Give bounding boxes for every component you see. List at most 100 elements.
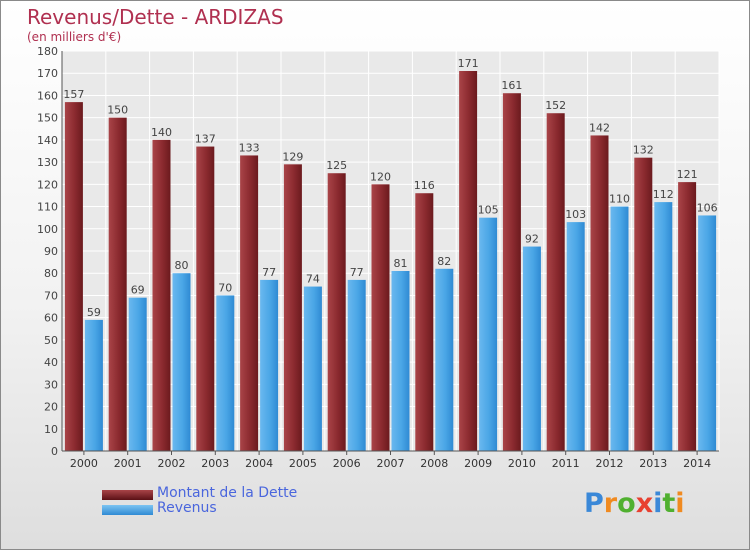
x-tick-label: 2002	[158, 457, 186, 470]
bar-debt-2012	[590, 135, 609, 451]
label-revenue-2013: 112	[653, 188, 674, 201]
bar-revenue-2005	[303, 286, 322, 451]
bar-revenue-2008	[435, 268, 454, 451]
label-debt-2005: 129	[282, 150, 303, 163]
bar-revenue-2009	[479, 217, 498, 451]
chart-title: Revenus/Dette - ARDIZAS	[27, 5, 284, 29]
bars	[64, 71, 717, 452]
bar-revenue-2006	[347, 279, 366, 451]
label-revenue-2005: 74	[306, 273, 320, 286]
bar-debt-2010	[502, 93, 521, 451]
bar-revenue-2014	[698, 215, 717, 451]
bar-revenue-2002	[172, 273, 191, 451]
label-revenue-2014: 106	[697, 201, 718, 214]
x-tick-label: 2012	[596, 457, 624, 470]
label-revenue-2001: 69	[131, 284, 145, 297]
axes: 0 10 20 30 40 50 60 70 80 90 100 110 120 130 140 150 160…	[37, 45, 719, 470]
label-revenue-2012: 110	[609, 193, 630, 206]
x-tick-label: 2011	[552, 457, 580, 470]
label-debt-2001: 150	[107, 104, 128, 117]
logo-letter: i	[675, 488, 685, 519]
proxiti-logo: Proxiti	[584, 488, 685, 519]
bar-revenue-2010	[522, 246, 541, 451]
label-revenue-2000: 59	[87, 306, 101, 319]
bar-debt-2011	[546, 113, 565, 451]
logo-letter: r	[603, 488, 618, 519]
label-debt-2008: 116	[414, 179, 435, 192]
bar-revenue-2011	[566, 222, 585, 451]
y-tick-label: 120	[37, 178, 58, 191]
y-tick-label: 130	[37, 156, 58, 169]
y-tick-label: 0	[51, 445, 58, 458]
logo-letter: o	[617, 488, 636, 519]
label-revenue-2003: 70	[218, 281, 232, 294]
bar-debt-2007	[371, 184, 390, 452]
x-tick-label: 2008	[420, 457, 448, 470]
y-tick-label: 110	[37, 201, 58, 214]
y-tick-label: 160	[37, 89, 58, 102]
bar-debt-2002	[152, 139, 171, 451]
value-labels: 157 59 150 69 140 80 137 70 133 77 129 74 125 77 120 81…	[63, 57, 717, 319]
bar-debt-2009	[459, 71, 478, 451]
label-debt-2000: 157	[63, 88, 84, 101]
x-tick-label: 2000	[70, 457, 98, 470]
logo-letter: x	[635, 488, 654, 519]
x-tick-label: 2009	[464, 457, 492, 470]
legend-swatch-revenue	[102, 505, 153, 515]
y-tick-label: 140	[37, 134, 58, 147]
bar-revenue-2001	[128, 297, 147, 451]
bar-revenue-2000	[84, 319, 103, 451]
label-debt-2007: 120	[370, 170, 391, 183]
bar-debt-2013	[634, 157, 653, 451]
bar-revenue-2012	[610, 206, 629, 451]
logo-letter: t	[662, 488, 676, 519]
bar-debt-2003	[196, 146, 215, 452]
label-debt-2012: 142	[589, 121, 610, 134]
label-debt-2014: 121	[677, 168, 698, 181]
y-tick-label: 60	[44, 312, 58, 325]
label-debt-2010: 161	[501, 79, 522, 92]
x-tick-label: 2014	[683, 457, 711, 470]
y-tick-label: 80	[44, 267, 58, 280]
y-tick-label: 70	[44, 289, 58, 302]
label-debt-2003: 137	[195, 133, 216, 146]
label-debt-2013: 132	[633, 144, 654, 157]
label-debt-2009: 171	[458, 57, 479, 70]
label-revenue-2011: 103	[565, 208, 586, 221]
x-tick-label: 2007	[377, 457, 405, 470]
label-debt-2011: 152	[545, 99, 566, 112]
label-debt-2006: 125	[326, 159, 347, 172]
x-tick-label: 2013	[639, 457, 667, 470]
x-tick-label: 2006	[333, 457, 361, 470]
y-tick-label: 170	[37, 67, 58, 80]
label-revenue-2009: 105	[478, 204, 499, 217]
y-tick-label: 180	[37, 45, 58, 58]
bar-revenue-2004	[260, 279, 279, 451]
bar-debt-2005	[283, 164, 302, 452]
label-revenue-2007: 81	[394, 257, 408, 270]
bar-debt-2006	[327, 173, 346, 451]
y-tick-label: 30	[44, 378, 58, 391]
bar-debt-2001	[108, 117, 127, 452]
bar-revenue-2003	[216, 295, 235, 451]
bar-revenue-2013	[654, 202, 673, 451]
bar-debt-2004	[240, 155, 259, 451]
x-tick-label: 2003	[201, 457, 229, 470]
y-tick-label: 20	[44, 401, 58, 414]
legend-swatch-debt	[102, 490, 153, 500]
label-debt-2004: 133	[239, 141, 260, 154]
legend-label-debt: Montant de la Dette	[157, 485, 298, 501]
y-tick-label: 10	[44, 423, 58, 436]
bar-revenue-2007	[391, 271, 410, 451]
label-revenue-2006: 77	[350, 266, 364, 279]
logo-letter: i	[653, 488, 663, 519]
label-revenue-2010: 92	[525, 233, 539, 246]
label-revenue-2004: 77	[262, 266, 276, 279]
y-tick-label: 90	[44, 245, 58, 258]
bar-debt-2014	[678, 182, 697, 451]
label-revenue-2008: 82	[437, 255, 451, 268]
x-tick-label: 2010	[508, 457, 536, 470]
bar-debt-2008	[415, 193, 434, 451]
bar-debt-2000	[64, 102, 83, 451]
